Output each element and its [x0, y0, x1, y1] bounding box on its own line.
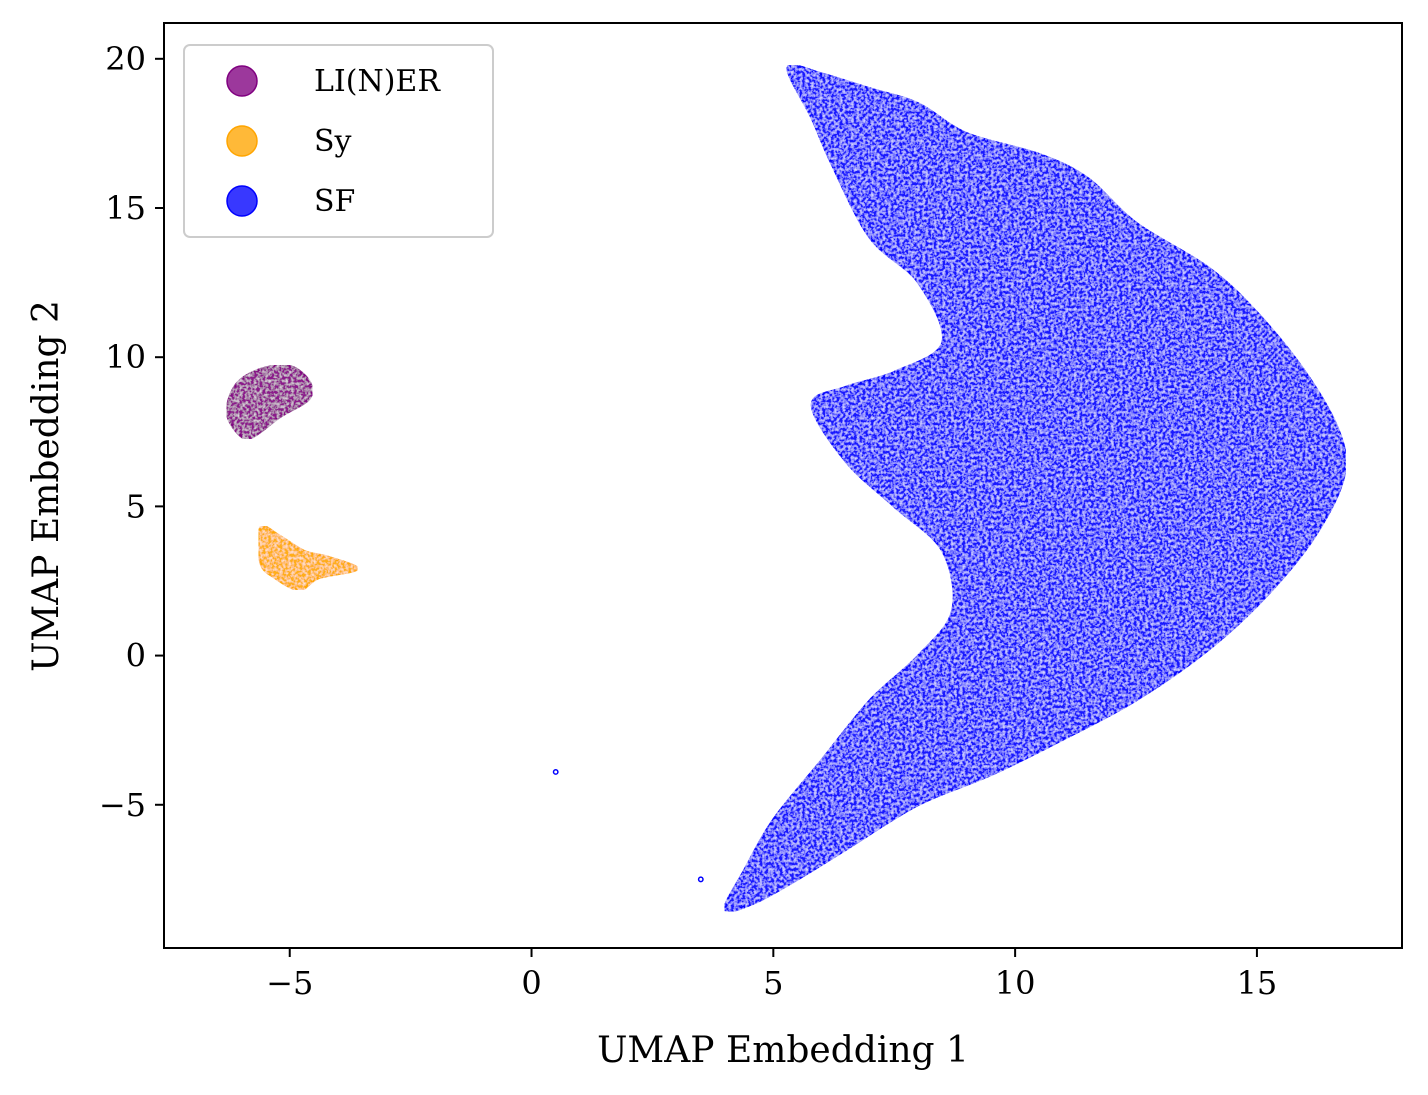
x-tick-label: 10 — [995, 964, 1036, 1002]
legend-marker-sy — [226, 125, 258, 157]
x-tick-label: 5 — [763, 964, 783, 1002]
legend-label-li-n-er: LI(N)ER — [314, 64, 441, 99]
x-tick-label: 15 — [1237, 964, 1278, 1002]
x-axis-label: UMAP Embedding 1 — [597, 1030, 969, 1071]
series-layer — [225, 63, 1348, 913]
series-sy-cloud — [257, 524, 359, 592]
legend-entries: LI(N)ER Sy SF — [226, 64, 441, 219]
y-axis: −5 0 5 10 15 20 — [99, 40, 164, 824]
outlier-point — [552, 769, 559, 775]
legend-marker-li-n-er — [226, 65, 258, 97]
y-tick-label: 20 — [105, 40, 146, 78]
plot-area — [225, 63, 1348, 913]
x-axis: −5 0 5 10 15 — [266, 948, 1277, 1002]
y-tick-label: 10 — [105, 338, 146, 376]
y-axis-label: UMAP Embedding 2 — [26, 300, 67, 672]
legend-label-sf: SF — [314, 184, 355, 219]
y-tick-label: −5 — [99, 786, 146, 824]
y-tick-label: 0 — [126, 637, 146, 675]
y-tick-label: 15 — [105, 189, 146, 227]
legend: LI(N)ER Sy SF — [183, 44, 494, 238]
outlier-point — [697, 876, 704, 883]
series-sy-region — [257, 524, 359, 592]
legend-box — [183, 44, 494, 238]
series-sf-region — [723, 63, 1348, 913]
series-sf-cloud — [723, 63, 1348, 913]
legend-label-sy: Sy — [314, 124, 352, 159]
y-tick-label: 5 — [126, 487, 146, 525]
x-tick-label: −5 — [266, 964, 313, 1002]
x-tick-label: 0 — [521, 964, 541, 1002]
series-li-n-er-cloud — [225, 364, 314, 440]
plot-frame — [163, 22, 1403, 949]
legend-marker-sf — [226, 185, 258, 217]
series-li-n-er-region — [225, 364, 314, 440]
